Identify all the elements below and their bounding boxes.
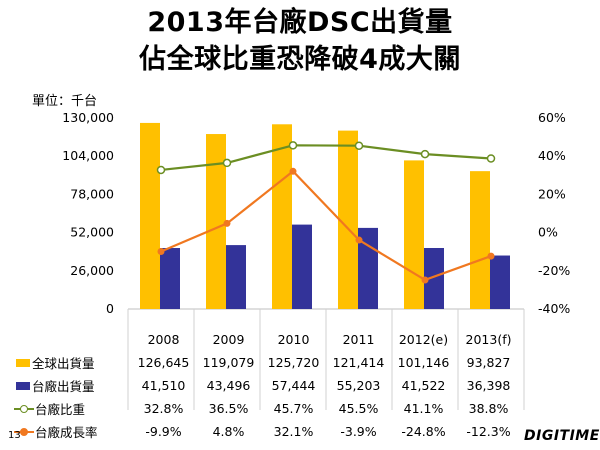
legend-swatch-taiwan-bar <box>16 381 30 390</box>
table-cell: 126,645 <box>137 355 190 370</box>
series-label: 台廠比重 <box>35 402 86 417</box>
legend-swatch-growth-line <box>14 427 34 437</box>
point-taiwan-growth <box>289 167 297 175</box>
series-label: 台廠成長率 <box>35 425 98 440</box>
table-cell: 57,444 <box>271 378 316 393</box>
table-header-row: 2008 2009 2010 2011 2012(e) 2013(f) <box>14 328 521 351</box>
table-cell: 45.7% <box>273 401 314 416</box>
left-axis-tick-label: 130,000 <box>62 110 114 125</box>
category-label: 2008 <box>147 332 180 347</box>
table-cell: -3.9% <box>340 424 377 439</box>
table-cell: 41,510 <box>141 378 186 393</box>
bar-global-shipments <box>338 130 358 309</box>
table-cell: 93,827 <box>466 355 511 370</box>
right-axis-tick-label: -40% <box>538 301 570 316</box>
table-cell: 4.8% <box>212 424 245 439</box>
point-taiwan-share <box>222 158 232 168</box>
table-cell: 45.5% <box>338 401 379 416</box>
table-cell: 36,398 <box>466 378 511 393</box>
point-taiwan-share <box>486 154 496 163</box>
category-label: 2011 <box>342 332 375 347</box>
bar-global-shipments <box>206 134 226 309</box>
table-cell: 38.8% <box>468 401 509 416</box>
left-axis-tick-label: 78,000 <box>70 186 114 201</box>
right-axis-tick-label: 40% <box>538 148 566 163</box>
page-number: 13 <box>8 430 21 441</box>
line-taiwan-growth <box>160 169 492 282</box>
table-row-taiwan-share: 台廠比重 32.8% 36.5% 45.7% 45.5% 41.1% 38.8% <box>14 397 521 420</box>
right-axis-tick-label: 20% <box>538 186 566 201</box>
bar-taiwan-shipments <box>490 255 510 309</box>
title-line-2: 佔全球比重恐降破4成大關 <box>139 44 461 75</box>
bar-taiwan-shipments <box>292 224 312 309</box>
category-label: 2009 <box>212 332 245 347</box>
point-taiwan-growth <box>355 236 363 244</box>
title-line-1: 2013年台廠DSC出貨量 <box>147 7 453 38</box>
point-taiwan-share <box>354 141 364 150</box>
table-cell: 125,720 <box>267 355 320 370</box>
point-taiwan-share <box>156 165 166 175</box>
right-axis-tick-label: 60% <box>538 110 566 125</box>
point-taiwan-growth <box>421 276 429 284</box>
bar-taiwan-shipments <box>226 245 246 309</box>
point-taiwan-growth <box>223 219 231 227</box>
table-cell: 119,079 <box>202 355 255 370</box>
bar-taiwan-shipments <box>424 247 444 309</box>
right-axis-tick-label: 0% <box>538 225 558 240</box>
table-cell: 55,203 <box>336 378 381 393</box>
bar-global-shipments <box>470 171 490 309</box>
table-cell: 32.1% <box>273 424 314 439</box>
table-cell: 101,146 <box>397 355 450 370</box>
bar-global-shipments <box>140 122 160 310</box>
line-taiwan-share <box>160 144 492 172</box>
point-taiwan-share <box>420 149 430 159</box>
category-label: 2012(e) <box>398 332 449 347</box>
bar-global-shipments <box>272 124 292 310</box>
table-row-global-shipments: 全球出貨量 126,645 119,079 125,720 121,414 10… <box>14 351 521 374</box>
table-cell: 121,414 <box>332 355 385 370</box>
right-axis-tick-label: -20% <box>538 263 570 278</box>
unit-label: 單位：千台 <box>32 94 98 109</box>
bar-taiwan-shipments <box>160 248 180 309</box>
left-axis-tick-label: 52,000 <box>70 225 114 240</box>
legend-swatch-share-line <box>14 404 34 414</box>
left-axis-tick-label: 0 <box>106 301 114 316</box>
bar-global-shipments <box>404 160 424 309</box>
series-label: 全球出貨量 <box>32 356 95 371</box>
table-cell: -12.3% <box>466 424 511 439</box>
brand-logo: DIGITIMES <box>524 428 600 444</box>
point-taiwan-growth <box>487 252 495 260</box>
data-table: 2008 2009 2010 2011 2012(e) 2013(f) 全球出貨… <box>14 328 521 443</box>
table-cell: 32.8% <box>143 401 184 416</box>
chart-title: 2013年台廠DSC出貨量 佔全球比重恐降破4成大關 <box>0 4 600 78</box>
table-cell: 43,496 <box>206 378 251 393</box>
table-cell: 41.1% <box>403 401 444 416</box>
table-cell: 41,522 <box>401 378 446 393</box>
table-cell: -9.9% <box>145 424 182 439</box>
point-taiwan-growth <box>157 248 165 256</box>
category-label: 2010 <box>277 332 310 347</box>
point-taiwan-share <box>288 141 298 150</box>
category-label: 2013(f) <box>465 332 512 347</box>
table-row-taiwan-growth: 台廠成長率 -9.9% 4.8% 32.1% -3.9% -24.8% -12.… <box>14 420 521 443</box>
table-cell: -24.8% <box>401 424 446 439</box>
table-row-taiwan-shipments: 台廠出貨量 41,510 43,496 57,444 55,203 41,522… <box>14 374 521 397</box>
table-cell: 36.5% <box>208 401 249 416</box>
series-label: 台廠出貨量 <box>32 379 95 394</box>
legend-swatch-global-bar <box>16 358 30 367</box>
left-axis-tick-label: 26,000 <box>70 263 114 278</box>
left-axis-tick-label: 104,000 <box>62 148 114 163</box>
